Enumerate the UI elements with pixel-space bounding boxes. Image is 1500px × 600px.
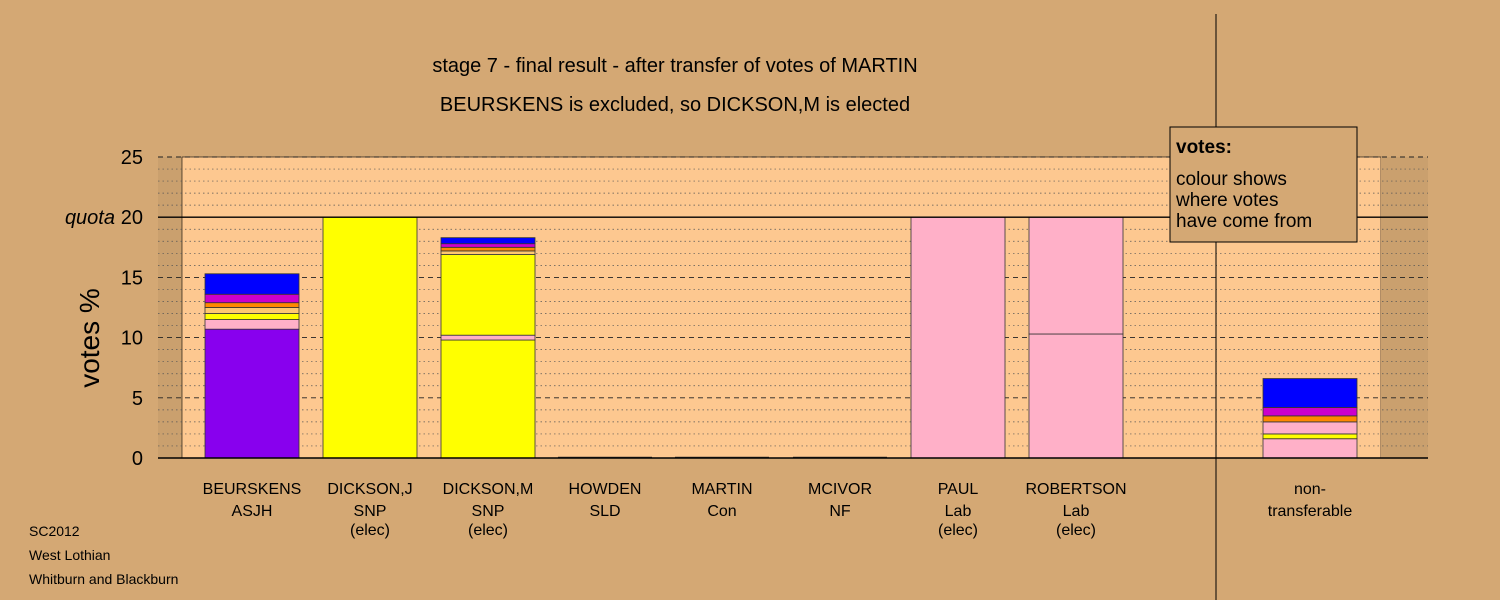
candidate-party-dickson-m: SNP — [472, 503, 505, 520]
bar-segment-non-transferable-0 — [1262, 438, 1358, 459]
bar-segment-dickson-m-0 — [440, 339, 536, 459]
legend-line-3: have come from — [1176, 211, 1312, 232]
bar-segment-dickson-m-1 — [440, 334, 536, 341]
bar-segment-non-transferable-4 — [1262, 407, 1358, 417]
y-axis-label: votes % — [74, 288, 105, 388]
bar-segment-non-transferable-5 — [1262, 378, 1358, 408]
legend-line-2: where votes — [1175, 190, 1278, 211]
legend: votes: colour shows where votes have com… — [1169, 126, 1358, 243]
bar-segment-dickson-m-5 — [440, 243, 536, 248]
y-tick-label: 25 — [121, 147, 143, 169]
bar-segment-non-transferable-2 — [1262, 421, 1358, 435]
footer-ward: Whitburn and Blackburn — [29, 571, 178, 587]
footer-council: West Lothian — [29, 547, 110, 563]
candidate-name-dickson-j: DICKSON,J — [327, 481, 412, 498]
candidate-name-beurskens: BEURSKENS — [203, 481, 302, 498]
candidate-status-robertson: (elec) — [1056, 522, 1096, 539]
footer: SC2012 West Lothian Whitburn and Blackbu… — [29, 523, 178, 587]
bar-segment-beurskens-5 — [204, 293, 300, 304]
candidate-status-dickson-j: (elec) — [350, 522, 390, 539]
candidate-party-beurskens: ASJH — [232, 503, 273, 520]
bar-segment-robertson-0 — [1028, 333, 1124, 459]
bar-segment-dickson-j-0 — [322, 216, 418, 459]
legend-line-1: colour shows — [1176, 169, 1287, 190]
candidate-party-dickson-j: SNP — [354, 503, 387, 520]
candidate-name-martin: MARTIN — [691, 481, 752, 498]
candidate-name-dickson-m: DICKSON,M — [443, 481, 534, 498]
candidate-status-dickson-m: (elec) — [468, 522, 508, 539]
bar-segment-beurskens-2 — [204, 313, 300, 320]
plot-side-right — [1381, 157, 1428, 458]
candidate-status-paul: (elec) — [938, 522, 978, 539]
bar-series — [204, 216, 1358, 459]
bar-segment-beurskens-6 — [204, 273, 300, 295]
bar-segment-dickson-m-6 — [440, 237, 536, 245]
chart-title: stage 7 - final result - after transfer … — [432, 55, 917, 77]
candidate-party-martin: Con — [707, 503, 736, 520]
candidate-name-robertson: ROBERTSON — [1025, 481, 1126, 498]
candidate-party-robertson: Lab — [1063, 503, 1090, 520]
bar-segment-non-transferable-1 — [1262, 433, 1358, 440]
bar-segment-beurskens-3 — [204, 307, 300, 314]
candidate-name-paul: PAUL — [938, 481, 979, 498]
y-tick-label: 20 — [121, 207, 143, 229]
y-tick-label: 0 — [132, 448, 143, 470]
non-transferable-label-1: non- — [1294, 481, 1326, 498]
bar-segment-dickson-m-3 — [440, 250, 536, 255]
candidate-name-mcivor: MCIVOR — [808, 481, 872, 498]
bar-segment-dickson-m-2 — [440, 254, 536, 336]
candidate-name-howden: HOWDEN — [569, 481, 642, 498]
chart-subtitle: BEURSKENS is excluded, so DICKSON,M is e… — [440, 94, 910, 116]
footer-election: SC2012 — [29, 523, 80, 539]
axes: BEURSKENS ASJH DICKSON,J SNP (elec) DICKSON,M… — [121, 14, 1428, 600]
legend-title: votes: — [1176, 137, 1232, 158]
bar-segment-paul-0 — [910, 216, 1006, 459]
plot-side-left — [158, 157, 182, 458]
candidate-party-paul: Lab — [945, 503, 972, 520]
candidate-party-mcivor: NF — [829, 503, 851, 520]
legend-box — [1169, 126, 1358, 243]
non-transferable-label-2: transferable — [1268, 503, 1353, 520]
bar-segment-non-transferable-3 — [1262, 415, 1358, 423]
bar-segment-dickson-m-4 — [440, 246, 536, 252]
quota-label: quota — [65, 207, 115, 229]
y-tick-label: 10 — [121, 328, 143, 350]
bar-segment-robertson-1 — [1028, 216, 1124, 335]
bar-segment-beurskens-0 — [204, 328, 300, 459]
y-tick-label: 15 — [121, 267, 143, 289]
bar-segment-beurskens-1 — [204, 319, 300, 330]
y-tick-label: 5 — [132, 388, 143, 410]
candidate-party-howden: SLD — [589, 503, 620, 520]
bar-segment-beurskens-4 — [204, 302, 300, 308]
